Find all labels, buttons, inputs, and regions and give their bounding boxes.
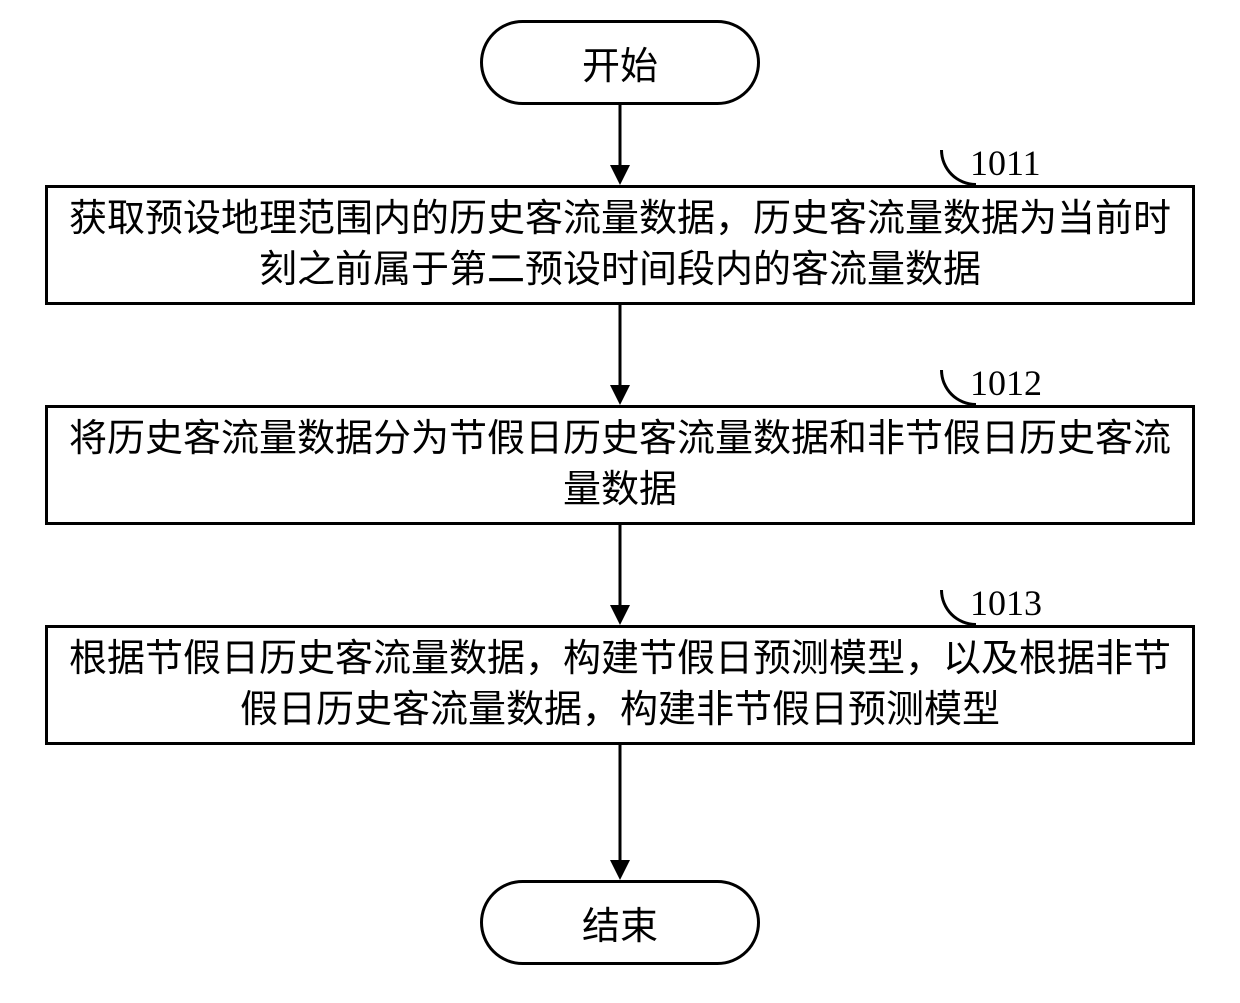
- process-1-text: 获取预设地理范围内的历史客流量数据，历史客流量数据为当前时刻之前属于第二预设时间…: [68, 194, 1172, 297]
- step-label-3: 1013: [970, 582, 1042, 624]
- edge-p2-p3: [600, 525, 640, 625]
- step-label-2: 1012: [970, 362, 1042, 404]
- step-label-1: 1011: [970, 142, 1041, 184]
- start-label: 开始: [582, 35, 658, 90]
- edge-p3-end: [600, 745, 640, 880]
- process-1: 获取预设地理范围内的历史客流量数据，历史客流量数据为当前时刻之前属于第二预设时间…: [45, 185, 1195, 305]
- end-node: 结束: [480, 880, 760, 965]
- process-2-text: 将历史客流量数据分为节假日历史客流量数据和非节假日历史客流量数据: [68, 414, 1172, 517]
- end-label: 结束: [582, 895, 658, 950]
- start-node: 开始: [480, 20, 760, 105]
- process-3: 根据节假日历史客流量数据，构建节假日预测模型，以及根据非节假日历史客流量数据，构…: [45, 625, 1195, 745]
- process-3-text: 根据节假日历史客流量数据，构建节假日预测模型，以及根据非节假日历史客流量数据，构…: [68, 634, 1172, 737]
- edge-p1-p2: [600, 305, 640, 405]
- process-2: 将历史客流量数据分为节假日历史客流量数据和非节假日历史客流量数据: [45, 405, 1195, 525]
- edge-start-p1: [600, 105, 640, 185]
- flowchart-canvas: 开始 1011 获取预设地理范围内的历史客流量数据，历史客流量数据为当前时刻之前…: [0, 0, 1240, 1003]
